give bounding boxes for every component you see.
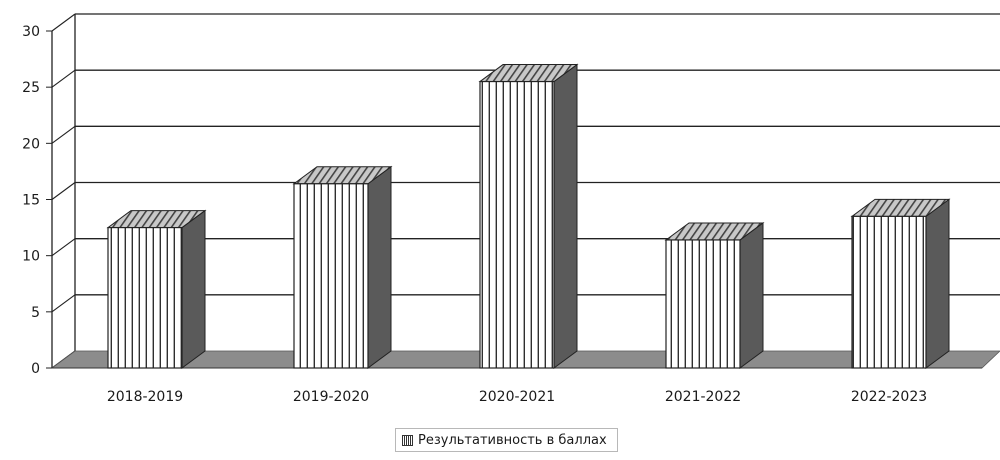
bar [479,80,555,369]
bar [851,215,927,369]
legend-label: Результативность в баллах [418,432,607,448]
x-tick-label: 2022-2023 [851,389,927,405]
y-tick-label: 10 [22,249,40,265]
gridline-diagonal [51,294,76,313]
bar [293,183,369,369]
bar [107,226,183,369]
bar [665,239,741,369]
y-tick-label: 30 [22,24,40,40]
y-tick-label: 20 [22,136,40,152]
x-tick-label: 2019-2020 [293,389,369,405]
gridline-diagonal [51,69,76,88]
gridline-diagonal [51,13,76,32]
bars [106,63,951,369]
gridline-diagonal [51,182,76,200]
y-tick-label: 25 [22,80,40,96]
bar-side [181,209,206,369]
y-tick-label: 15 [22,193,40,209]
gridline-diagonal [51,238,76,257]
bar-side [553,63,578,369]
bar-side [925,198,950,369]
y-axis-ticks: 0 5 10 15 20 25 30 [22,24,52,377]
x-tick-label: 2021-2022 [665,389,741,405]
y-tick-label: 5 [31,305,40,321]
x-axis-ticks: 2018-2019 2019-2020 2020-2021 2021-2022 2022… [107,389,927,405]
legend-swatch [402,434,413,446]
bar-side [739,221,764,369]
gridline-diagonal [51,125,76,144]
bar-side [367,165,392,369]
x-tick-label: 2018-2019 [107,389,183,405]
legend: Результативность в баллах [395,428,618,452]
y-tick-label: 0 [31,361,40,377]
x-tick-label: 2020-2021 [479,389,555,405]
